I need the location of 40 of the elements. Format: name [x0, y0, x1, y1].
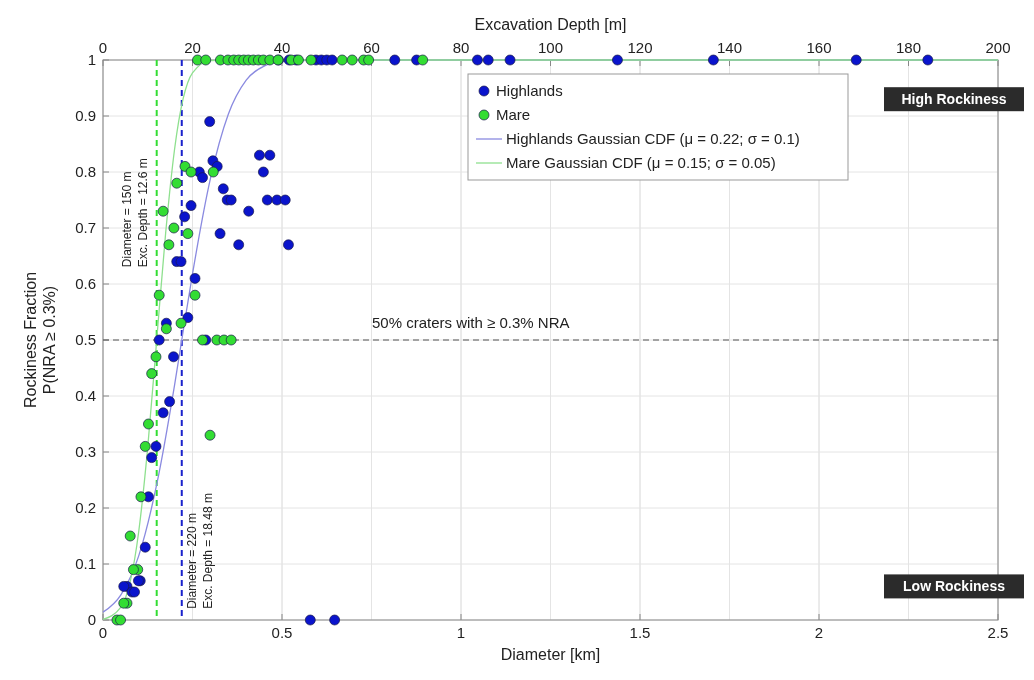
x-tick-label: 2.5	[987, 624, 1009, 641]
y-tick-label: 0.2	[75, 499, 96, 516]
x-tick-label: 2	[814, 624, 824, 641]
y-tick-label: 0.3	[75, 443, 96, 460]
x2-tick-label: 0	[98, 39, 108, 56]
ref-line-label: 50% craters with ≥ 0.3% NRA	[372, 314, 570, 331]
y-tick-label: 0.7	[75, 219, 96, 236]
x-tick-label: 0.5	[271, 624, 293, 641]
x2-axis-title: Excavation Depth [m]	[474, 16, 627, 33]
annotation: High Rockiness	[901, 91, 1007, 108]
ref-line-label: Diameter = 220 m Exc. Depth = 18.48 m	[184, 493, 215, 609]
x-axis-title: Diameter [km]	[500, 646, 601, 663]
y-tick-label: 0.4	[75, 387, 96, 404]
annotation: Low Rockiness	[903, 578, 1006, 595]
x2-tick-label: 160	[806, 39, 832, 56]
x2-tick-label: 180	[895, 39, 922, 56]
legend-label: Mare	[496, 106, 531, 123]
ref-line-label: Diameter = 150 m Exc. Depth = 12.6 m	[119, 158, 150, 268]
y-tick-label: 0.6	[75, 275, 96, 292]
x2-tick-label: 100	[537, 39, 564, 56]
legend-label: Highlands	[496, 82, 563, 99]
y-tick-label: 0.1	[75, 555, 96, 572]
x2-tick-label: 120	[627, 39, 653, 56]
x2-tick-label: 60	[363, 39, 380, 56]
x2-tick-label: 40	[273, 39, 291, 56]
y-tick-label: 1	[87, 51, 96, 68]
y-tick-label: 0	[87, 611, 96, 628]
y-tick-label: 0.9	[75, 107, 96, 124]
x2-tick-label: 20	[184, 39, 201, 56]
legend-label: Mare Gaussian CDF (μ = 0.15; σ = 0.05)	[506, 154, 776, 171]
x-tick-label: 1.5	[629, 624, 651, 641]
x2-tick-label: 200	[985, 39, 1011, 56]
x2-tick-label: 140	[716, 39, 743, 56]
x-tick-label: 0	[98, 624, 108, 641]
y-axis-title: Rockiness Fraction P(NRA ≥ 0.3%)	[22, 271, 58, 409]
y-tick-label: 0.8	[75, 163, 96, 180]
y-tick-label: 0.5	[75, 331, 96, 348]
x2-tick-label: 80	[452, 39, 470, 56]
x-tick-label: 1	[456, 624, 466, 641]
legend-label: Highlands Gaussian CDF (μ = 0.22; σ = 0.1)	[506, 130, 800, 147]
